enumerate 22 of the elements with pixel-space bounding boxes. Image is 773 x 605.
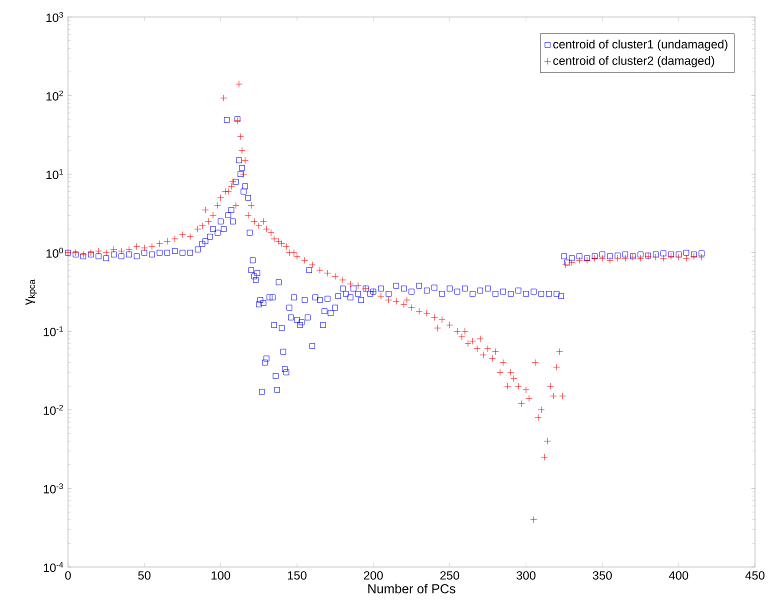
x-tick-label: 0: [65, 571, 71, 580]
y-axis-title: γ$_{kpca}$: [26, 279, 37, 306]
y-tick-label: 10$^{1}$: [46, 169, 63, 180]
legend-label: centroid of cluster1 (undamaged): [553, 40, 728, 51]
y-tick-label: 10$^{3}$: [46, 12, 63, 22]
x-tick-label: 400: [668, 571, 688, 580]
y-tick-label: 10$^{0}$: [46, 248, 64, 258]
x-tick-label: 150: [288, 571, 307, 580]
x-tick-label: 200: [364, 571, 383, 580]
x-tick-label: 350: [592, 571, 612, 580]
legend-label: centroid of cluster2 (damaged): [553, 56, 714, 68]
x-tick-label: 300: [516, 571, 536, 580]
y-tick-label: 10$^{-4}$: [44, 562, 64, 572]
x-tick-label: 450: [745, 571, 765, 580]
y-tick-label: 10$^{-3}$: [44, 483, 63, 494]
x-tick-label: 250: [440, 571, 460, 580]
y-tick-label: 10$^{2}$: [46, 90, 63, 101]
x-tick-label: 50: [138, 571, 151, 580]
y-tick-label: 10$^{-1}$: [44, 326, 63, 336]
x-axis-title: Number of PCs: [368, 584, 456, 594]
y-tick-label: 10$^{-2}$: [44, 404, 63, 415]
x-tick-label: 100: [212, 571, 230, 580]
